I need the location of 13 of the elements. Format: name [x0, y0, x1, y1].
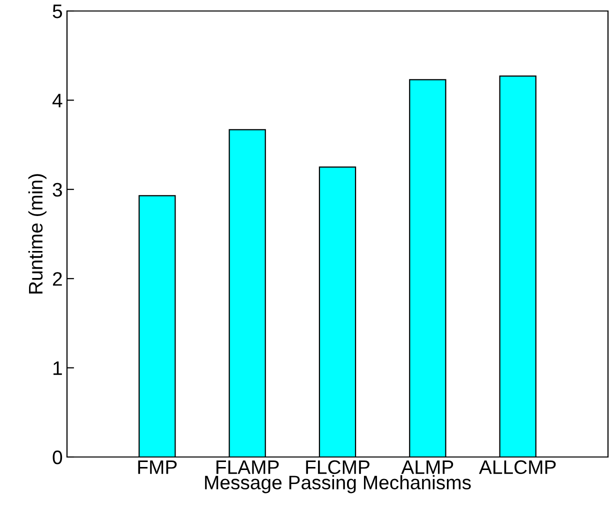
y-tick-label: 3 — [52, 182, 62, 197]
y-tick-label: 1 — [54, 361, 62, 375]
x-tick-label: ALLCMP — [478, 460, 556, 474]
x-tick-label: ALMP — [401, 460, 454, 474]
y-tick-label: 0 — [52, 450, 62, 464]
x-tick-label: FLCMP — [306, 460, 370, 474]
y-tick-label: 5 — [52, 4, 62, 18]
x-tick-label: FMP — [138, 460, 177, 474]
x-tick-label: FLAMP — [216, 460, 279, 474]
y-tick-label: 4 — [52, 94, 62, 108]
y-tick-label: 2 — [53, 272, 62, 286]
x-axis-title: Message Passing Mechanisms — [205, 475, 471, 494]
y-axis-title: Runtime (min) — [28, 174, 46, 294]
